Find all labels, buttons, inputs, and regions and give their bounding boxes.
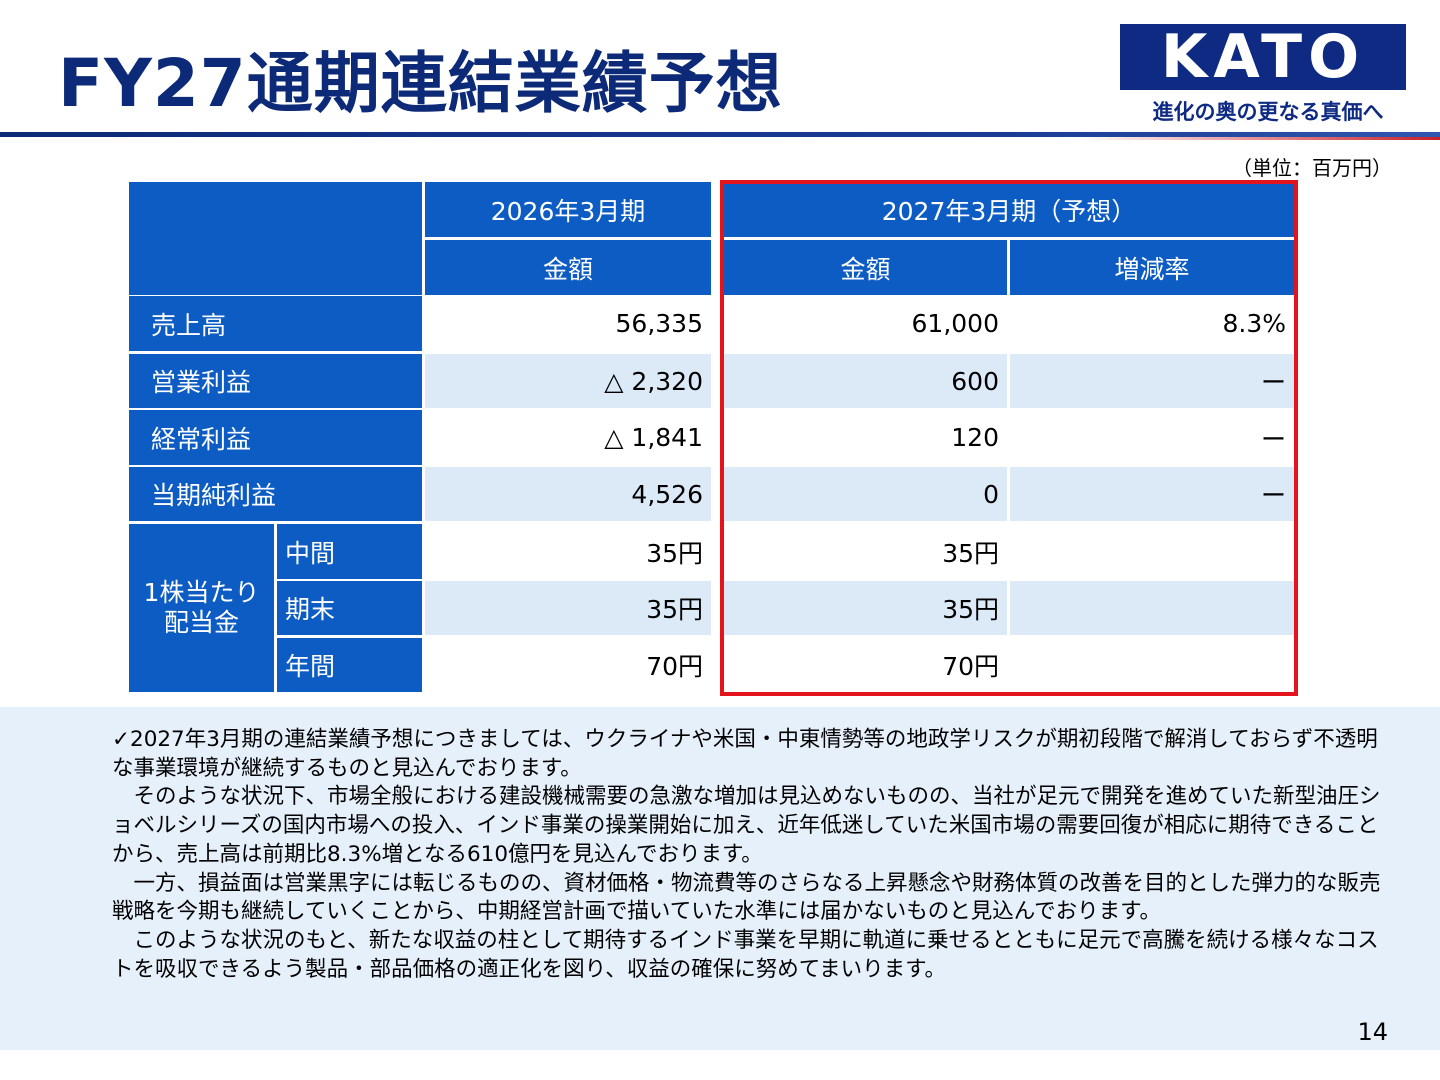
- commentary-text: ✓2027年3月期の連結業績予想につきましては、ウクライナや米国・中東情勢等の地…: [112, 726, 1382, 984]
- dividend-year-end-prev: 35円: [425, 581, 711, 635]
- kato-logo: KATO: [1120, 22, 1406, 92]
- dividend-year-end-next: 35円: [724, 581, 1007, 635]
- dividend-label-line1: 1株当たり: [143, 578, 260, 607]
- header-period-next: 2027年3月期（予想）: [724, 182, 1294, 237]
- operating-profit-next: 600: [724, 354, 1007, 408]
- header-amount-next: 金額: [724, 240, 1007, 295]
- commentary-paragraph-2: そのような状況下、市場全般における建設機械需要の急激な増加は見込めないものの、当…: [112, 784, 1381, 867]
- dividend-interim-prev: 35円: [425, 524, 711, 579]
- row-label-dividend-interim: 中間: [277, 524, 422, 579]
- header-divider-accent: [1080, 137, 1440, 140]
- net-income-next: 0: [724, 467, 1007, 521]
- row-label-dividend-year-end: 期末: [277, 581, 422, 635]
- ordinary-profit-change: ー: [1010, 410, 1294, 465]
- dividend-annual-prev: 70円: [425, 638, 711, 692]
- row-label-ordinary-profit: 経常利益: [129, 410, 422, 465]
- commentary-paragraph-1: ✓2027年3月期の連結業績予想につきましては、ウクライナや米国・中東情勢等の地…: [112, 727, 1378, 781]
- commentary-panel: [0, 707, 1440, 1050]
- net-income-change: ー: [1010, 467, 1294, 521]
- header-divider: [0, 132, 1440, 137]
- operating-profit-change: ー: [1010, 354, 1294, 408]
- dividend-label-line2: 配当金: [163, 608, 239, 637]
- header-amount-prev: 金額: [425, 240, 711, 295]
- net-income-prev: 4,526: [425, 467, 711, 521]
- row-label-net-income: 当期純利益: [129, 467, 422, 521]
- logo-tagline: 進化の奥の更なる真価へ: [1152, 99, 1384, 124]
- ordinary-profit-next: 120: [724, 410, 1007, 465]
- dividend-annual-next: 70円: [724, 638, 1007, 692]
- dividend-annual-change: [1010, 638, 1294, 692]
- header-period-prev: 2026年3月期: [425, 182, 711, 237]
- dividend-interim-next: 35円: [724, 524, 1007, 579]
- header-change: 増減率: [1010, 240, 1294, 295]
- page-number: 14: [1357, 1018, 1388, 1046]
- row-label-dividend: 1株当たり 配当金: [129, 524, 274, 692]
- row-label-operating-profit: 営業利益: [129, 354, 422, 408]
- dividend-interim-change: [1010, 524, 1294, 579]
- page-title: FY27通期連結業績予想: [58, 45, 783, 122]
- row-label-dividend-annual: 年間: [277, 638, 422, 692]
- commentary-paragraph-4: このような状況のもと、新たな収益の柱として期待するインド事業を早期に軌道に乗せる…: [112, 927, 1379, 982]
- row-label-sales: 売上高: [129, 296, 422, 351]
- unit-note: （単位：百万円）: [1232, 156, 1392, 180]
- ordinary-profit-prev: △ 1,841: [425, 410, 711, 465]
- commentary-paragraph-3: 一方、損益面は営業黒字には転じるものの、資材価格・物流費等のさらなる上昇懸念や財…: [112, 870, 1381, 925]
- dividend-year-end-change: [1010, 581, 1294, 635]
- operating-profit-prev: △ 2,320: [425, 354, 711, 408]
- sales-next: 61,000: [724, 296, 1007, 351]
- table-header-blank: [129, 182, 422, 295]
- sales-change: 8.3%: [1010, 296, 1294, 351]
- sales-prev: 56,335: [425, 296, 711, 351]
